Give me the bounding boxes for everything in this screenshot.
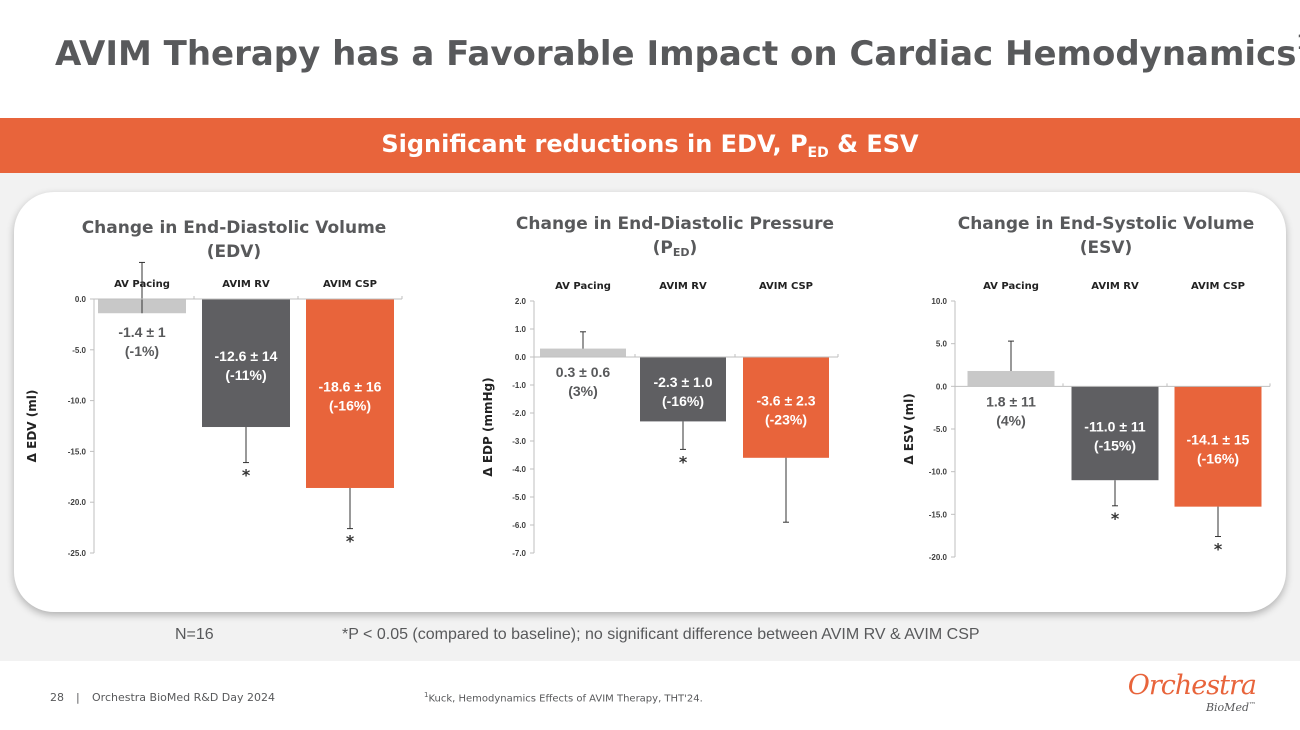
edv-chart: 0.0 -5.0 -10.0 -15.0 -20.0 -25.0 Δ EDV (ml) AV …: [25, 261, 403, 558]
logo-wordmark: Orchestra: [1127, 670, 1257, 701]
y-axis-label: Δ EDP (mmHg): [481, 377, 495, 476]
data-label: (-1%): [125, 343, 159, 359]
bar-av-pacing: [540, 348, 626, 357]
page-title: AVIM Therapy has a Favorable Impact on C…: [55, 30, 1300, 74]
y-tick-label: -4.0: [512, 465, 526, 474]
category-label: AVIM RV: [659, 281, 707, 292]
significance-asterisk: *: [1111, 509, 1120, 528]
category-label: AVIM RV: [1091, 281, 1139, 292]
esv-chart: 10.0 5.0 0.0 -5.0 -10.0 -15.0 -20.0 Δ ESV (ml) A…: [902, 281, 1271, 562]
y-tick-label: -1.0: [512, 381, 526, 390]
footer-separator: |: [76, 691, 80, 704]
y-tick-label: 10.0: [931, 297, 947, 306]
category-label: AVIM RV: [222, 279, 270, 290]
y-tick-label: -5.0: [512, 493, 526, 502]
y-tick-label: -25.0: [68, 549, 87, 558]
significance-asterisk: *: [679, 452, 688, 471]
data-label: -11.0 ± 11: [1084, 418, 1146, 434]
edp-chart-title: Change in End-Diastolic Pressure (PED): [515, 214, 835, 259]
data-label: (4%): [996, 412, 1026, 428]
esv-chart-title: Change in End-Systolic Volume (ESV): [957, 214, 1255, 258]
sample-size-note: N=16: [175, 626, 214, 643]
category-label: AVIM CSP: [323, 279, 377, 290]
category-label: AV Pacing: [983, 281, 1039, 292]
y-axis-label: Δ ESV (ml): [902, 393, 916, 464]
headline-banner: Significant reductions in EDV, PED & ESV: [0, 118, 1300, 173]
category-label: AV Pacing: [114, 279, 170, 290]
y-tick-label: -20.0: [68, 498, 87, 507]
y-tick-label: 1.0: [515, 325, 527, 334]
bar-avim-rv: [640, 357, 726, 422]
data-label: -3.6 ± 2.3: [756, 392, 815, 408]
banner-text: Significant reductions in EDV, PED & ESV: [381, 130, 919, 161]
y-tick-label: 0.0: [75, 295, 87, 304]
bar-avim-csp: [743, 357, 829, 458]
significance-asterisk: *: [1214, 540, 1223, 559]
significance-asterisk: *: [242, 466, 251, 485]
bar-avim-csp: [1174, 386, 1262, 507]
data-label: (-15%): [1094, 437, 1136, 453]
data-label: (-11%): [225, 367, 266, 383]
bar-av-pacing: [967, 370, 1055, 387]
y-axis-label: Δ EDV (ml): [25, 390, 39, 463]
y-tick-label: -7.0: [512, 549, 526, 558]
y-tick-label: -6.0: [512, 521, 526, 530]
category-label: AV Pacing: [555, 281, 611, 292]
reference-footnote: 1Kuck, Hemodynamics Effects of AVIM Ther…: [424, 691, 703, 705]
title-text: AVIM Therapy has a Favorable Impact on C…: [55, 34, 1297, 74]
bar-avim-rv: [1071, 386, 1159, 481]
y-tick-label: 2.0: [515, 297, 527, 306]
edp-chart: 2.0 1.0 0.0 -1.0 -2.0 -3.0 -4.0 -5.0 -6.0 -7.0 Δ E…: [481, 281, 839, 558]
y-tick-label: -20.0: [929, 553, 948, 562]
data-label: (-23%): [765, 411, 807, 427]
y-tick-label: -10.0: [929, 468, 948, 477]
y-tick-label: 0.0: [515, 353, 527, 362]
y-tick-label: -2.0: [512, 409, 526, 418]
data-label: (-16%): [329, 397, 371, 413]
orchestra-biomed-logo: Orchestra BioMed™: [1128, 670, 1268, 718]
page-number: 28: [50, 691, 64, 704]
y-tick-label: -15.0: [929, 510, 948, 519]
significance-asterisk: *: [346, 532, 355, 551]
data-label: (3%): [568, 383, 598, 399]
y-tick-label: -10.0: [68, 397, 87, 406]
data-label: 0.3 ± 0.6: [556, 364, 611, 380]
y-tick-label: 0.0: [936, 382, 948, 391]
data-label: -14.1 ± 15: [1187, 431, 1250, 447]
charts-panel: Change in End-Diastolic Volume (EDV) Cha…: [14, 192, 1286, 612]
bar-avim-rv: [202, 299, 290, 428]
data-label: -18.6 ± 16: [319, 378, 382, 394]
data-label: -1.4 ± 1: [118, 324, 166, 340]
bar-avim-csp: [306, 299, 394, 488]
data-label: -12.6 ± 14: [215, 348, 278, 364]
y-tick-label: 5.0: [936, 340, 948, 349]
data-label: 1.8 ± 11: [986, 393, 1036, 409]
y-tick-label: -3.0: [512, 437, 526, 446]
y-tick-label: -5.0: [72, 346, 86, 355]
y-tick-label: -5.0: [933, 425, 947, 434]
edv-chart-title: Change in End-Diastolic Volume (EDV): [81, 218, 387, 262]
significance-note: *P < 0.05 (compared to baseline); no sig…: [342, 626, 980, 643]
category-label: AVIM CSP: [759, 281, 813, 292]
category-label: AVIM CSP: [1191, 281, 1245, 292]
data-label: (-16%): [662, 393, 704, 409]
logo-subtext: BioMed™: [1205, 701, 1256, 714]
data-label: (-16%): [1197, 450, 1239, 466]
title-superscript: 1: [1296, 30, 1300, 54]
y-tick-label: -15.0: [68, 447, 87, 456]
data-label: -2.3 ± 1.0: [653, 374, 712, 390]
event-name: Orchestra BioMed R&D Day 2024: [92, 691, 275, 704]
